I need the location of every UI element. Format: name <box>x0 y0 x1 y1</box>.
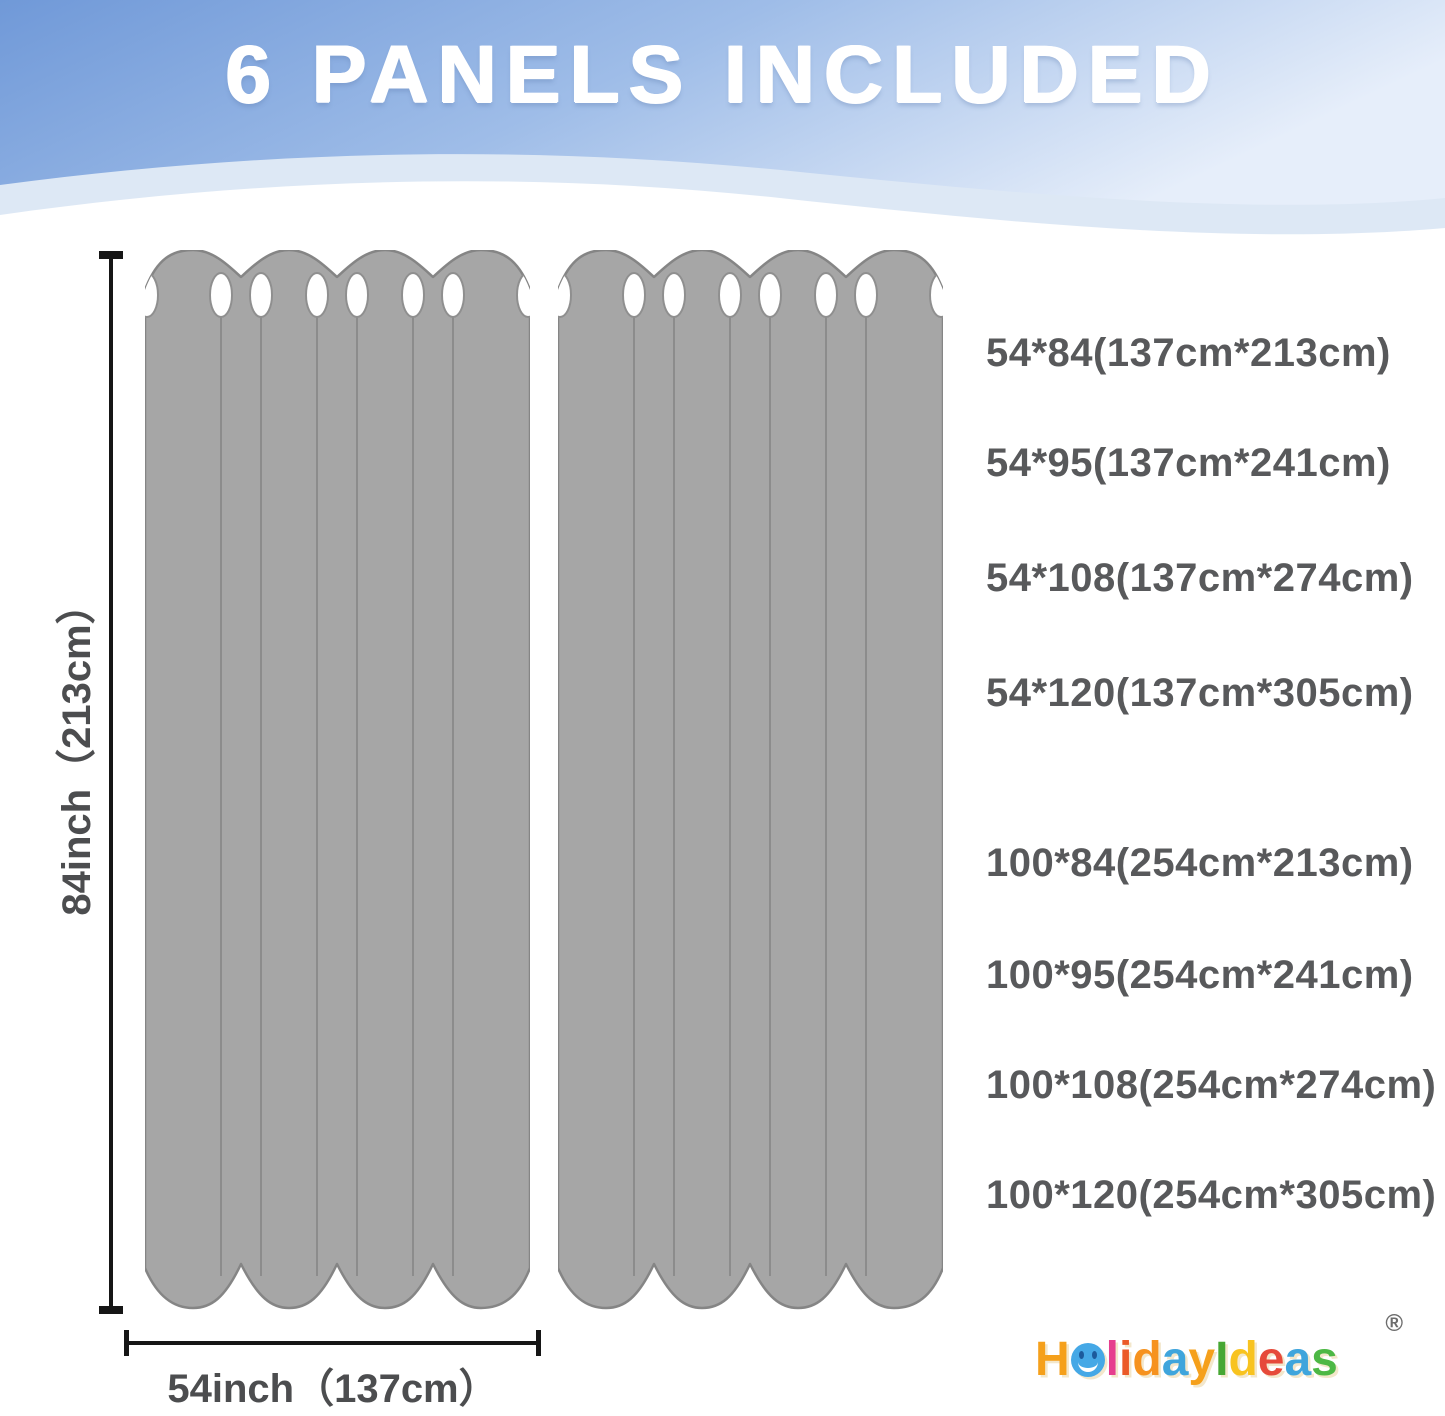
curtain-body <box>145 250 530 1310</box>
page-title: 6 PANELS INCLUDED <box>225 29 1220 120</box>
width-dimension-label: 54inch（137cm） <box>167 1367 499 1411</box>
curtain-panel-left <box>145 250 530 1310</box>
logo-letter: a <box>1161 1333 1189 1386</box>
logo-letter: H <box>1035 1333 1070 1386</box>
height-dimension-cap-bottom <box>99 1306 123 1314</box>
size-option: 54*108(137cm*274cm) <box>986 556 1414 600</box>
curtain-grommets <box>145 272 530 318</box>
curtain-body <box>558 250 943 1310</box>
logo-letter: l <box>1105 1333 1120 1386</box>
size-option: 54*95(137cm*241cm) <box>986 441 1391 485</box>
curtain-panel-right <box>558 250 943 1310</box>
height-dimension-line <box>109 256 113 1310</box>
header-wave-background <box>0 0 1445 235</box>
header-wave-blue <box>0 0 1445 205</box>
logo-letter: e <box>1257 1333 1285 1386</box>
registered-mark-icon: ® <box>1385 1310 1403 1337</box>
height-dimension-cap-top <box>99 251 123 259</box>
curtain-fold-lines <box>633 316 867 1276</box>
curtain-fold-lines <box>220 316 454 1276</box>
logo-letter: s <box>1311 1333 1338 1386</box>
size-option: 100*108(254cm*274cm) <box>986 1063 1437 1107</box>
logo-letter: d <box>1228 1333 1258 1386</box>
width-dimension-line <box>124 1341 541 1345</box>
logo-letter: i <box>1119 1333 1133 1386</box>
logo-letter: y <box>1188 1333 1216 1386</box>
logo-letter: I <box>1215 1333 1229 1386</box>
logo-smiley-o-icon <box>1070 1343 1105 1377</box>
size-option: 100*95(254cm*241cm) <box>986 953 1414 997</box>
width-dimension-cap-right <box>536 1330 541 1356</box>
size-option: 100*120(254cm*305cm) <box>986 1173 1437 1217</box>
size-option: 100*84(254cm*213cm) <box>986 841 1414 885</box>
logo-letter: d <box>1132 1333 1162 1386</box>
height-dimension-label: 84inch（213cm） <box>55 584 99 916</box>
logo-letter: a <box>1284 1333 1312 1386</box>
size-option: 54*120(137cm*305cm) <box>986 671 1414 715</box>
size-option: 54*84(137cm*213cm) <box>986 331 1391 375</box>
